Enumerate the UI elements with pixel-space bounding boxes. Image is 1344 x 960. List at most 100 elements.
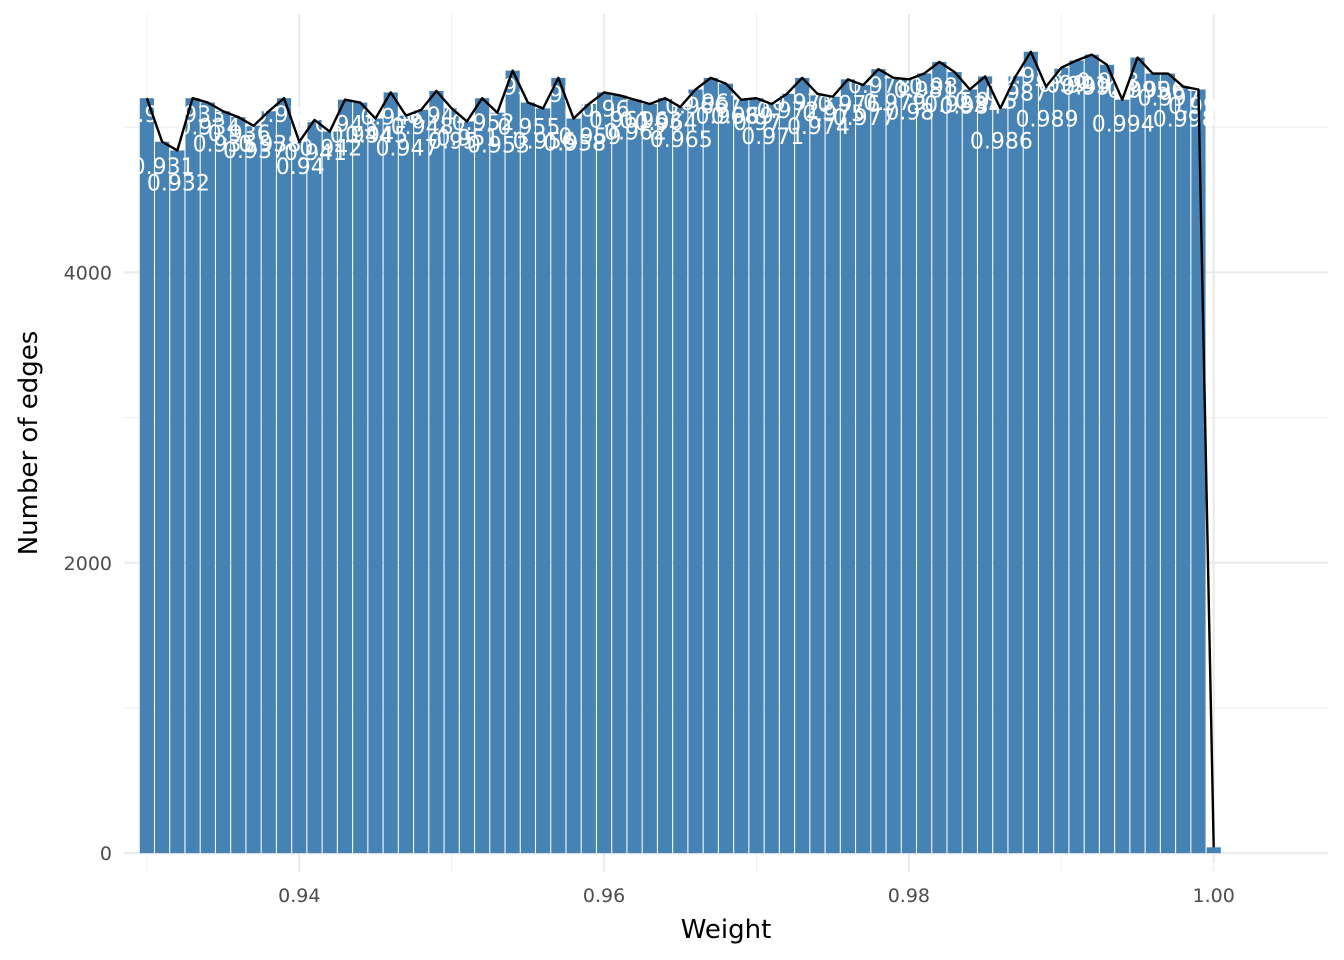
bar bbox=[200, 102, 215, 854]
bar bbox=[1160, 73, 1176, 854]
bar bbox=[231, 117, 246, 854]
bar bbox=[856, 85, 871, 854]
bar bbox=[139, 98, 154, 854]
bar bbox=[657, 98, 673, 854]
bar-value-label: 0.932 bbox=[147, 171, 210, 196]
y-axis-title: Number of edges bbox=[14, 331, 44, 556]
bar bbox=[170, 150, 185, 854]
bar bbox=[353, 102, 368, 854]
bar bbox=[779, 93, 795, 854]
bar bbox=[307, 119, 322, 854]
bar-value-label: 0.965 bbox=[650, 128, 713, 153]
bar bbox=[490, 112, 505, 854]
bar bbox=[962, 89, 977, 854]
bar-value-label: 0.934 bbox=[177, 116, 240, 141]
bar bbox=[1130, 57, 1145, 854]
bars bbox=[139, 51, 1221, 854]
bar bbox=[337, 99, 353, 854]
bar bbox=[322, 131, 337, 854]
bar-value-label: 0.984 bbox=[939, 94, 1002, 119]
bar bbox=[596, 92, 612, 854]
bar bbox=[1023, 51, 1038, 854]
bar bbox=[901, 79, 916, 854]
bar bbox=[734, 99, 749, 854]
bar-value-label: 0.983 bbox=[924, 93, 987, 118]
bar bbox=[703, 77, 718, 854]
bar bbox=[718, 83, 734, 854]
bar bbox=[536, 108, 551, 854]
bar-value-label: 0.956 bbox=[513, 129, 576, 154]
bar bbox=[688, 89, 703, 854]
bar bbox=[1145, 73, 1160, 854]
bar bbox=[749, 98, 764, 854]
bar-value-label: 0.97 bbox=[733, 111, 782, 136]
bar bbox=[1191, 89, 1206, 854]
bar bbox=[1084, 54, 1099, 854]
x-axis-title: Weight bbox=[681, 915, 772, 945]
bar bbox=[444, 108, 459, 854]
bar bbox=[1054, 67, 1069, 854]
bar bbox=[398, 115, 414, 854]
bar bbox=[551, 77, 566, 854]
y-tick-label: 4000 bbox=[64, 262, 112, 284]
bar-value-label: 0.996 bbox=[1122, 79, 1185, 104]
bar bbox=[612, 95, 627, 854]
bar-value-label: 0.961 bbox=[589, 108, 652, 133]
bar bbox=[246, 125, 261, 854]
bar-value-label: 0.986 bbox=[970, 129, 1033, 154]
bar-value-label: 0.954 bbox=[482, 76, 545, 101]
bar bbox=[520, 102, 535, 854]
bar bbox=[368, 118, 383, 854]
bar bbox=[825, 96, 840, 854]
bar-value-label: 0.974 bbox=[787, 115, 850, 140]
bar-value-label: 0.959 bbox=[558, 125, 621, 150]
bar bbox=[1115, 99, 1130, 854]
bar bbox=[932, 61, 947, 854]
bar bbox=[871, 69, 886, 854]
bar-value-label: 0.964 bbox=[635, 111, 698, 136]
bar bbox=[627, 99, 642, 854]
bar-value-label: 0.989 bbox=[1016, 108, 1079, 133]
bar-value-label: 0.94 bbox=[276, 155, 325, 180]
bar-value-label: 0.975 bbox=[802, 102, 865, 127]
bar-value-label: 0.963 bbox=[619, 109, 682, 134]
bar bbox=[383, 92, 398, 854]
bar bbox=[185, 98, 200, 854]
bar-value-label: 1 bbox=[1208, 860, 1222, 885]
bar bbox=[475, 98, 490, 854]
bar-value-label: 0.938 bbox=[238, 132, 301, 157]
bar bbox=[810, 93, 825, 854]
bar-value-label: 0.931 bbox=[132, 155, 195, 180]
bar-value-label: 0.998 bbox=[1153, 108, 1216, 133]
bar bbox=[566, 118, 581, 854]
bar-value-label: 0.987 bbox=[985, 81, 1048, 106]
bar-value-label: 0.98 bbox=[885, 100, 934, 125]
bar-value-label: 0.93 bbox=[123, 103, 172, 128]
bar bbox=[459, 121, 474, 854]
bar bbox=[276, 98, 292, 854]
bar bbox=[993, 108, 1008, 854]
bar-value-label: 0.946 bbox=[360, 105, 423, 130]
bar-value-label: 0.937 bbox=[223, 139, 286, 164]
y-tick-label: 0 bbox=[100, 843, 112, 865]
bar bbox=[429, 90, 444, 854]
trend-line-group bbox=[145, 50, 1215, 848]
bar-value-label: 0.944 bbox=[330, 124, 393, 149]
x-tick-label: 1.00 bbox=[1193, 885, 1235, 907]
bar-value-label: 0.951 bbox=[436, 126, 499, 151]
bar-value-label: 0.945 bbox=[345, 124, 408, 149]
bar-value-label: 0.949 bbox=[406, 104, 469, 129]
bar bbox=[764, 104, 779, 854]
bar-value-label: 0.997 bbox=[1137, 87, 1200, 112]
x-tick-label: 0.98 bbox=[888, 885, 930, 907]
bar-value-label: 0.969 bbox=[711, 105, 774, 130]
bar-value-label: 0.977 bbox=[833, 106, 896, 131]
bar bbox=[673, 106, 688, 854]
bar bbox=[261, 111, 276, 854]
bar-value-label: 0.991 bbox=[1046, 73, 1109, 98]
bar bbox=[1038, 86, 1054, 854]
bar-value-label: 0.936 bbox=[208, 122, 271, 147]
bar-value-label: 0.971 bbox=[741, 125, 804, 150]
bar-value-label: 0.994 bbox=[1092, 113, 1155, 138]
